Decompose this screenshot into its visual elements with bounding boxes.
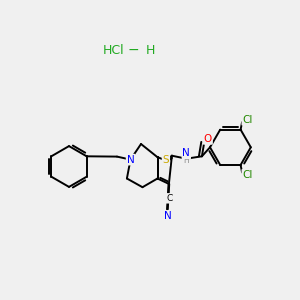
Text: N: N [127,154,134,165]
Text: Cl: Cl [242,115,253,125]
Text: S: S [163,155,169,165]
Text: O: O [204,134,212,144]
Text: C: C [167,194,172,203]
Text: H: H [183,156,189,165]
Text: N: N [182,148,190,158]
Text: N: N [164,211,172,221]
Text: HCl: HCl [103,44,125,58]
Text: Cl: Cl [242,170,253,180]
Text: −: − [128,43,139,57]
Text: H: H [145,44,155,58]
